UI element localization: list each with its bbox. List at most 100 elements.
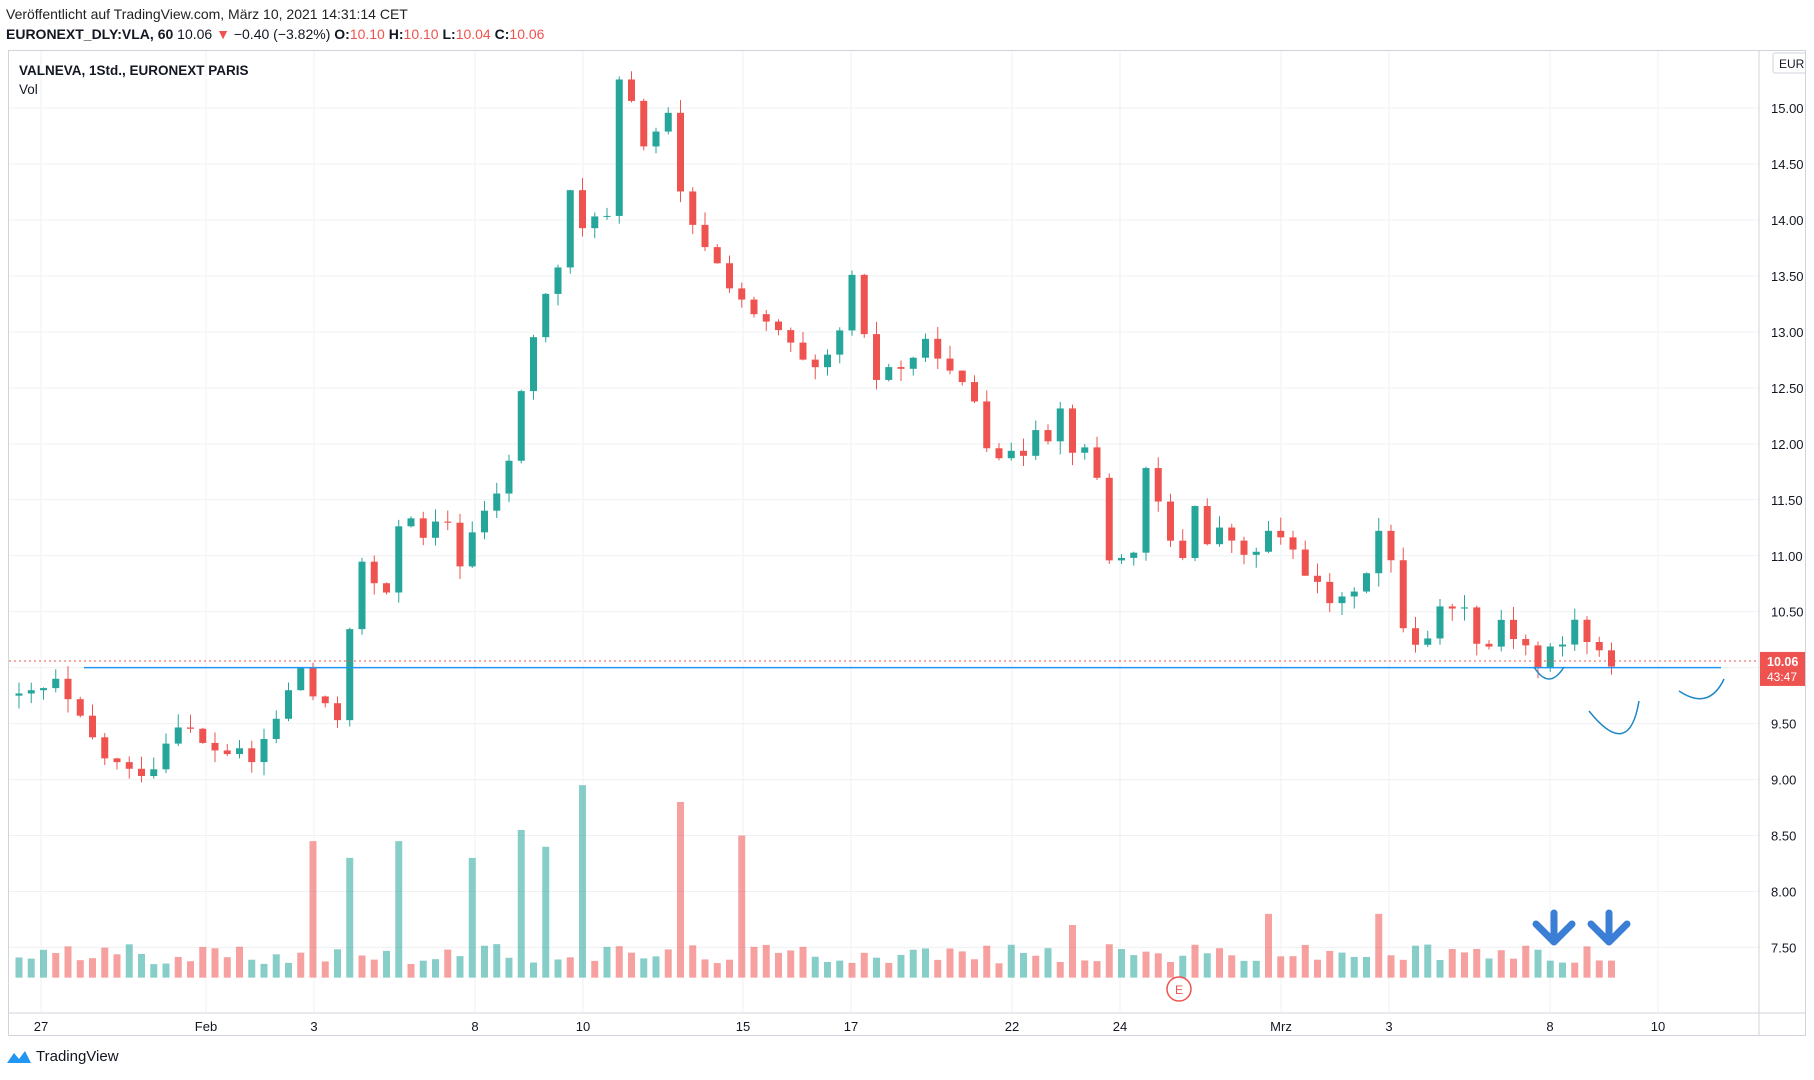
candle-body[interactable]: [260, 738, 268, 763]
candle-body[interactable]: [419, 518, 427, 538]
candle-body[interactable]: [1436, 606, 1444, 639]
candle-body[interactable]: [1007, 450, 1015, 459]
candle-body[interactable]: [456, 522, 464, 567]
candle-body[interactable]: [1461, 607, 1468, 609]
candle-body[interactable]: [1056, 408, 1064, 442]
candle-body[interactable]: [934, 338, 942, 359]
candle-body[interactable]: [517, 391, 525, 461]
candle-body[interactable]: [358, 561, 366, 630]
candle-body[interactable]: [1289, 537, 1297, 550]
candle-body[interactable]: [1595, 642, 1603, 651]
candle-body[interactable]: [897, 367, 905, 369]
candle-body[interactable]: [444, 521, 452, 523]
currency-box[interactable]: [1772, 52, 1806, 74]
candle-body[interactable]: [162, 743, 170, 770]
candle-body[interactable]: [1326, 581, 1334, 604]
candle-body[interactable]: [750, 299, 758, 315]
candle-body[interactable]: [860, 274, 868, 335]
candle-body[interactable]: [15, 693, 23, 696]
candle-body[interactable]: [297, 667, 305, 691]
candle-body[interactable]: [383, 583, 390, 593]
candle-body[interactable]: [272, 718, 280, 739]
candle-body[interactable]: [346, 629, 354, 721]
candle-body[interactable]: [52, 678, 60, 689]
candle-body[interactable]: [505, 460, 513, 494]
candle-body[interactable]: [468, 532, 476, 567]
candle-body[interactable]: [775, 321, 782, 331]
candle-body[interactable]: [566, 190, 574, 268]
candle-body[interactable]: [554, 267, 562, 294]
candle-body[interactable]: [542, 293, 550, 338]
candle-body[interactable]: [236, 748, 243, 755]
candle-body[interactable]: [370, 561, 378, 584]
candle-body[interactable]: [1154, 468, 1162, 502]
candle-body[interactable]: [89, 715, 96, 738]
candle-body[interactable]: [199, 728, 207, 743]
chart-panel[interactable]: 15.00 14.50 14.00 13.50 13.00 12.50 12.00 11.50…: [8, 50, 1806, 1036]
candle-body[interactable]: [223, 750, 231, 755]
candle-body[interactable]: [664, 112, 672, 132]
candle-body[interactable]: [1301, 549, 1309, 576]
candle-body[interactable]: [76, 699, 84, 716]
candle-body[interactable]: [1032, 430, 1040, 456]
candle-body[interactable]: [101, 737, 109, 759]
candle-body[interactable]: [64, 678, 72, 700]
candle-body[interactable]: [493, 493, 501, 511]
earnings-marker[interactable]: [1166, 976, 1192, 1002]
candle-body[interactable]: [787, 330, 795, 343]
candle-body[interactable]: [1571, 619, 1579, 645]
candle-body[interactable]: [1448, 606, 1456, 609]
candle-body[interactable]: [1228, 527, 1236, 541]
candle-body[interactable]: [138, 768, 145, 777]
candle-body[interactable]: [285, 690, 292, 719]
candle-body[interactable]: [836, 330, 844, 355]
candle-body[interactable]: [1179, 540, 1187, 559]
candle-body[interactable]: [1118, 557, 1125, 561]
candle-body[interactable]: [983, 401, 991, 449]
candle-body[interactable]: [1424, 638, 1432, 645]
tradingview-brand[interactable]: TradingView: [6, 1048, 119, 1065]
candle-body[interactable]: [946, 358, 954, 371]
candle-body[interactable]: [811, 359, 819, 368]
candle-body[interactable]: [652, 131, 660, 147]
candle-body[interactable]: [689, 191, 697, 225]
candle-body[interactable]: [591, 216, 599, 229]
candle-body[interactable]: [113, 758, 121, 763]
candle-body[interactable]: [1473, 607, 1481, 644]
candle-body[interactable]: [1510, 619, 1517, 640]
candle-body[interactable]: [922, 338, 929, 358]
candle-body[interactable]: [150, 769, 158, 777]
candle-body[interactable]: [334, 703, 341, 721]
candle-body[interactable]: [579, 190, 586, 229]
candle-body[interactable]: [1130, 552, 1138, 558]
candle-body[interactable]: [603, 215, 611, 217]
symbol-label[interactable]: EURONEXT_DLY:VLA, 60: [6, 26, 174, 42]
candle-body[interactable]: [971, 382, 978, 402]
candle-body[interactable]: [1314, 575, 1321, 582]
candle-body[interactable]: [1497, 619, 1505, 647]
candle-body[interactable]: [824, 354, 831, 368]
candle-body[interactable]: [677, 112, 684, 192]
candle-body[interactable]: [1534, 645, 1542, 668]
candle-body[interactable]: [1240, 540, 1248, 555]
candle-body[interactable]: [1142, 468, 1150, 553]
candle-body[interactable]: [738, 288, 746, 300]
candle-body[interactable]: [187, 727, 194, 729]
candle-body[interactable]: [701, 224, 709, 248]
candle-body[interactable]: [174, 727, 182, 744]
candle-body[interactable]: [248, 748, 256, 763]
candle-body[interactable]: [885, 367, 893, 380]
candle-body[interactable]: [1363, 573, 1370, 592]
candle-body[interactable]: [1252, 551, 1260, 555]
candle-body[interactable]: [995, 448, 1003, 459]
candle-body[interactable]: [1399, 560, 1407, 629]
candle-body[interactable]: [909, 357, 917, 369]
candle-body[interactable]: [615, 79, 623, 216]
candlestick-chart[interactable]: 15.00 14.50 14.00 13.50 13.00 12.50 12.00 11.50…: [9, 51, 1806, 1036]
candle-body[interactable]: [873, 334, 880, 380]
candle-body[interactable]: [1081, 447, 1089, 453]
candle-body[interactable]: [1020, 450, 1027, 456]
candle-body[interactable]: [762, 314, 770, 322]
candle-body[interactable]: [407, 518, 415, 527]
candle-body[interactable]: [1216, 527, 1223, 545]
